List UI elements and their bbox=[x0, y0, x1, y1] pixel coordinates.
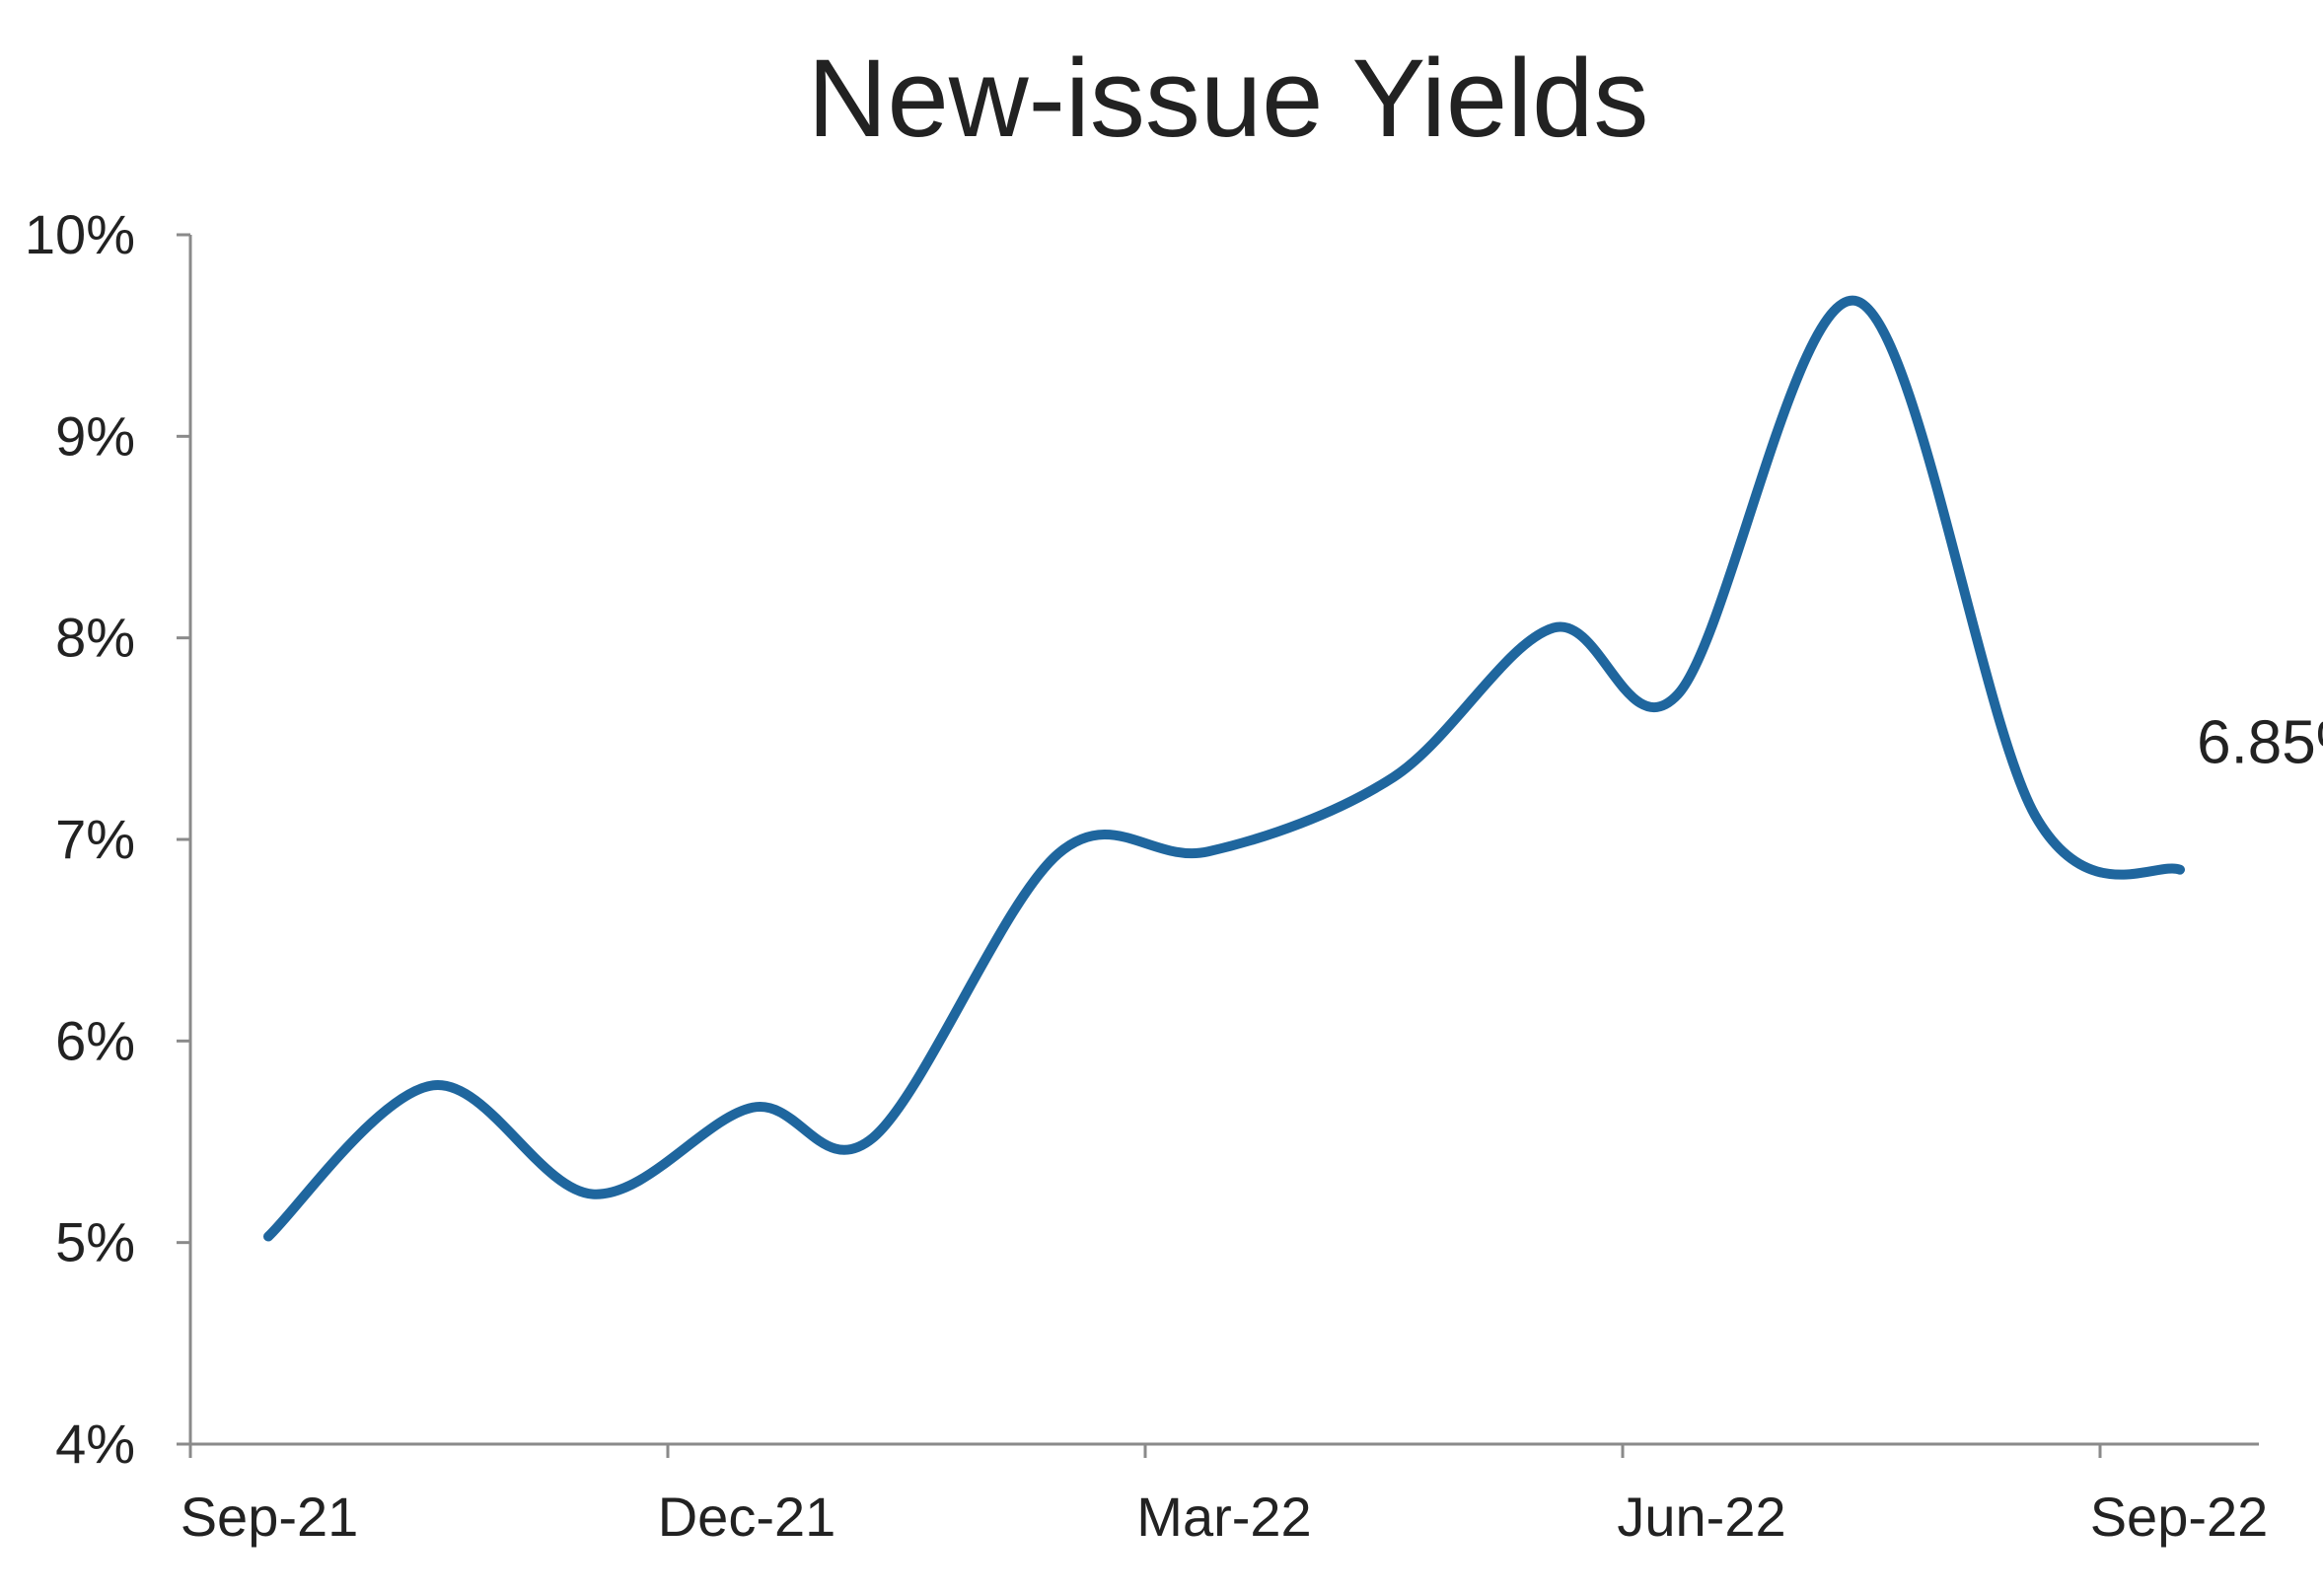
chart-title: New-issue Yields bbox=[808, 36, 1649, 160]
data-point bbox=[1389, 772, 1399, 782]
data-point bbox=[868, 1132, 878, 1142]
data-point bbox=[1852, 296, 1862, 306]
y-tick-label: 7% bbox=[55, 808, 135, 870]
y-tick-label: 6% bbox=[55, 1009, 135, 1071]
series-layer bbox=[263, 295, 2185, 1242]
data-point bbox=[1549, 622, 1559, 632]
end-value-label: 6.85% bbox=[2197, 709, 2323, 777]
x-tick-label: Sep-22 bbox=[2090, 1486, 2269, 1548]
data-point bbox=[1053, 848, 1063, 858]
data-point bbox=[588, 1190, 598, 1199]
tick-labels: 4% 5% 6% 7% 8% 9% 10% Sep-21 Dec-21 Mar-22 Jun-22 S… bbox=[25, 203, 2268, 1548]
data-point bbox=[2030, 810, 2040, 820]
y-tick-label: 8% bbox=[55, 607, 135, 669]
y-tick-label: 4% bbox=[55, 1413, 135, 1475]
data-point bbox=[428, 1080, 438, 1090]
series-line bbox=[263, 295, 2185, 1242]
axes bbox=[177, 233, 2259, 1458]
y-tick-label: 9% bbox=[55, 404, 135, 467]
x-tick-label: Jun-22 bbox=[1617, 1486, 1785, 1548]
y-tick-label: 5% bbox=[55, 1211, 135, 1273]
x-tick-label: Sep-21 bbox=[181, 1486, 359, 1548]
data-point bbox=[1203, 846, 1213, 856]
data-point bbox=[1673, 689, 1683, 699]
data-point bbox=[748, 1103, 758, 1113]
annotations: 6.85% bbox=[2197, 709, 2323, 777]
x-tick-label: Dec-21 bbox=[658, 1486, 836, 1548]
y-tick-label: 10% bbox=[25, 203, 135, 265]
x-tick-label: Mar-22 bbox=[1136, 1486, 1311, 1548]
data-point bbox=[2175, 865, 2185, 875]
data-point bbox=[263, 1232, 273, 1242]
